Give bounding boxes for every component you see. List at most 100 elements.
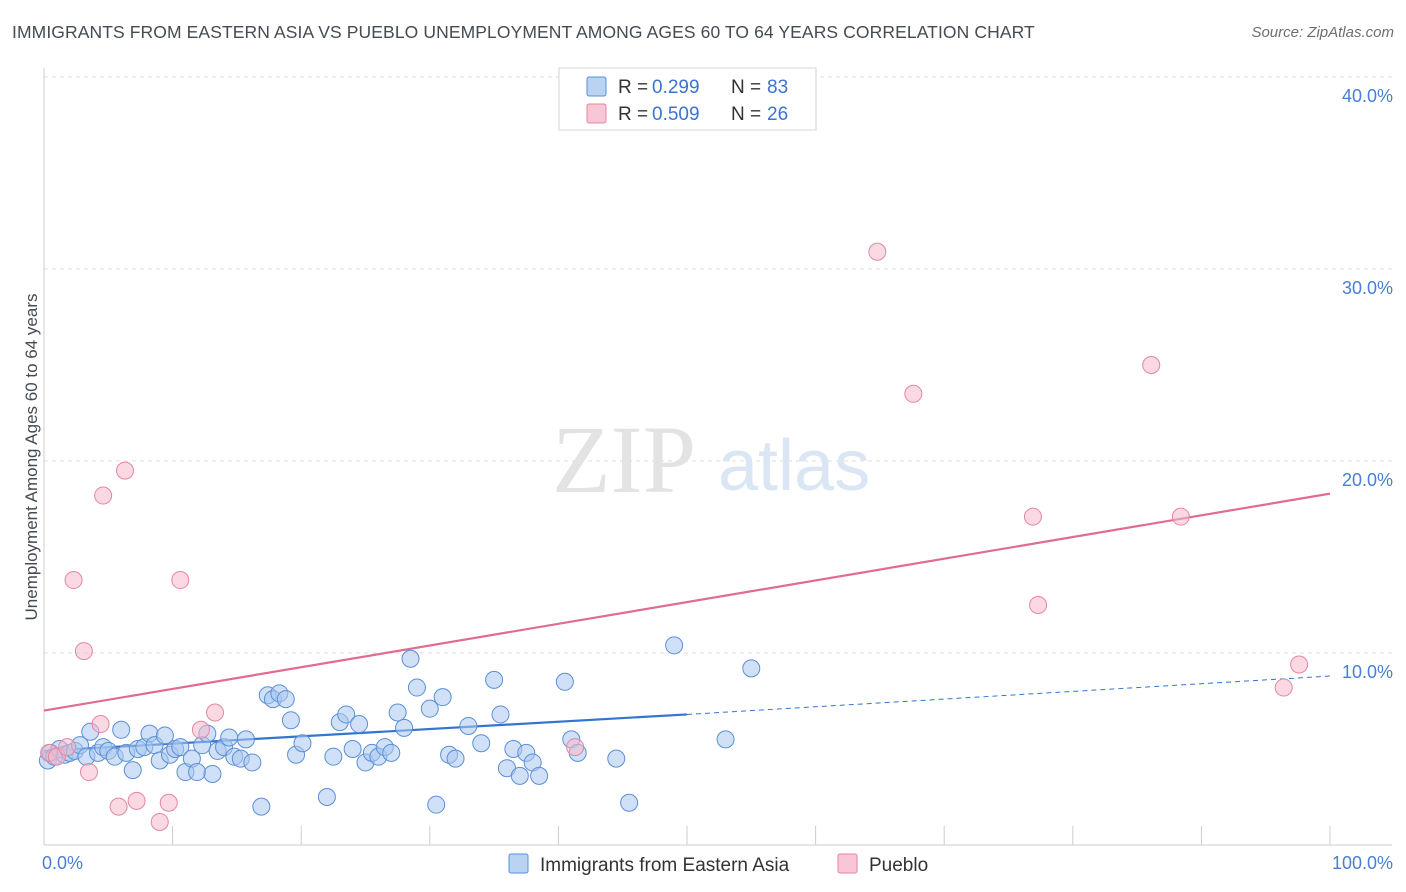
point-pueblo	[150, 812, 169, 831]
x-tick-label-start: 0.0%	[42, 853, 83, 873]
point-immigrants	[123, 761, 142, 780]
point-immigrants	[427, 795, 446, 814]
y-tick-label: 20.0%	[1342, 470, 1393, 490]
bottom-legend-swatch-pink	[837, 853, 858, 874]
point-pueblo	[566, 738, 585, 757]
bottom-legend: Immigrants from Eastern Asia Pueblo	[508, 853, 928, 876]
legend-swatch-blue	[586, 76, 607, 97]
watermark-atlas: atlas	[718, 426, 870, 506]
point-immigrants	[382, 743, 401, 762]
point-immigrants	[510, 766, 529, 785]
point-immigrants	[188, 763, 207, 782]
point-immigrants	[491, 705, 510, 724]
point-immigrants	[281, 711, 300, 730]
legend-r-label: R =	[618, 104, 648, 125]
point-immigrants	[407, 678, 426, 697]
y-tick-label: 30.0%	[1342, 278, 1393, 298]
point-pueblo	[1142, 356, 1161, 374]
point-pueblo	[1023, 507, 1042, 526]
y-axis-label: Unemployment Among Ages 60 to 64 years	[22, 294, 41, 621]
point-pueblo	[94, 486, 113, 505]
watermark-zip: ZIP	[552, 406, 696, 513]
grid-lines	[44, 76, 1392, 654]
watermark: ZIP atlas	[552, 406, 870, 513]
point-immigrants	[350, 715, 369, 734]
point-immigrants	[112, 720, 131, 739]
legend-box: R = 0.299 N = 83 R = 0.509 N = 26	[558, 67, 817, 131]
point-immigrants	[485, 670, 504, 689]
legend-swatch-pink	[586, 103, 607, 124]
legend-n-label: N =	[731, 77, 761, 98]
trend-pueblo	[43, 492, 1331, 712]
point-immigrants	[620, 793, 639, 812]
point-pueblo	[159, 793, 178, 812]
point-immigrants	[388, 703, 407, 722]
point-immigrants	[395, 718, 414, 737]
point-immigrants	[343, 740, 362, 758]
point-immigrants	[236, 730, 255, 749]
point-immigrants	[555, 672, 574, 691]
x-tick-label-end: 100.0%	[1332, 853, 1393, 873]
point-immigrants	[203, 764, 222, 783]
point-pueblo	[1290, 655, 1309, 674]
chart-title: IMMIGRANTS FROM EASTERN ASIA VS PUEBLO U…	[12, 22, 1035, 42]
point-immigrants	[607, 749, 626, 768]
point-pueblo	[171, 571, 190, 590]
point-pueblo	[127, 791, 146, 810]
legend-n-label: N =	[731, 104, 761, 125]
bottom-legend-label: Pueblo	[869, 855, 928, 876]
point-pueblo	[1274, 678, 1293, 697]
point-immigrants	[317, 788, 336, 806]
trend-lines	[43, 492, 1331, 753]
y-tick-labels: 10.0% 20.0% 30.0% 40.0%	[1342, 86, 1393, 682]
point-immigrants	[276, 690, 295, 709]
trend-immigrants-extension	[686, 675, 1331, 715]
legend-n-value: 83	[767, 77, 788, 98]
point-immigrants	[293, 734, 312, 753]
point-immigrants	[243, 753, 262, 772]
point-immigrants	[459, 716, 478, 735]
series-pueblo-points	[40, 242, 1309, 831]
bottom-legend-swatch-blue	[508, 853, 529, 874]
point-pueblo	[868, 242, 887, 261]
point-immigrants	[324, 747, 343, 766]
legend-r-label: R =	[618, 77, 648, 98]
point-immigrants	[742, 659, 761, 678]
point-immigrants	[530, 766, 549, 785]
point-immigrants	[155, 726, 174, 745]
point-immigrants	[401, 649, 420, 668]
point-pueblo	[109, 797, 128, 816]
point-immigrants	[472, 734, 491, 753]
axes	[43, 68, 1392, 846]
point-immigrants	[665, 636, 684, 655]
point-pueblo	[116, 461, 135, 480]
point-immigrants	[433, 688, 452, 707]
legend-r-value: 0.299	[652, 77, 700, 98]
point-immigrants	[171, 738, 190, 757]
point-pueblo	[206, 703, 225, 722]
point-pueblo	[1029, 596, 1048, 614]
legend-n-value: 26	[767, 104, 788, 125]
point-pueblo	[58, 738, 77, 757]
point-immigrants	[420, 699, 439, 718]
point-pueblo	[904, 384, 923, 403]
point-immigrants	[220, 728, 239, 747]
source-label: Source: ZipAtlas.com	[1251, 24, 1394, 41]
point-pueblo	[80, 763, 99, 782]
series-immigrants-points	[38, 636, 761, 816]
point-pueblo	[91, 715, 110, 734]
x-tick-labels: 0.0% 100.0%	[42, 853, 1393, 873]
point-immigrants	[716, 730, 735, 749]
point-pueblo	[64, 571, 83, 590]
point-pueblo	[74, 642, 93, 661]
point-immigrants	[337, 705, 356, 724]
y-tick-label: 40.0%	[1342, 86, 1393, 106]
point-pueblo	[191, 720, 210, 739]
point-pueblo	[1171, 507, 1190, 526]
point-immigrants	[446, 749, 465, 768]
bottom-legend-label: Immigrants from Eastern Asia	[540, 855, 790, 876]
point-immigrants	[252, 797, 271, 816]
y-tick-label: 10.0%	[1342, 662, 1393, 682]
legend-r-value: 0.509	[652, 104, 700, 125]
